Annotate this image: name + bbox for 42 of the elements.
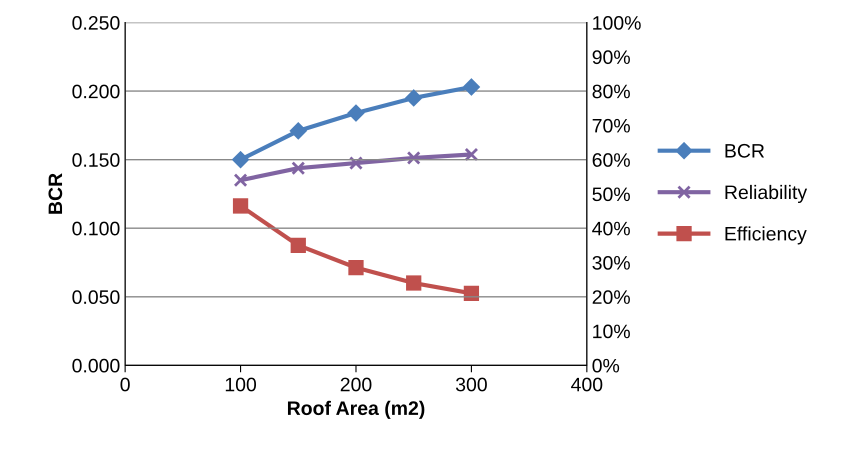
y2-tick-label: 90% xyxy=(592,50,630,64)
point xyxy=(349,156,363,170)
point xyxy=(290,122,307,140)
y-axis-title: BCR xyxy=(48,173,62,214)
point xyxy=(462,78,480,96)
point xyxy=(406,275,422,291)
point xyxy=(347,104,365,122)
legend-label: BCR xyxy=(726,144,764,158)
point xyxy=(406,150,421,165)
y2-tick-label: 80% xyxy=(592,84,630,98)
y2-tick-label: 40% xyxy=(592,222,630,236)
legend-label: Reliability xyxy=(726,184,808,203)
point xyxy=(464,286,480,301)
point xyxy=(405,89,422,107)
y-tick-label: 0.200 xyxy=(72,84,120,98)
y2-tick-label: 0% xyxy=(592,358,620,373)
point xyxy=(464,148,478,162)
x-axis-title: Roof Area (m2) xyxy=(288,400,424,419)
point xyxy=(291,161,306,176)
x-tick-label: 200 xyxy=(340,378,372,392)
x-tick-label: 100 xyxy=(226,378,256,392)
y-tick-label: 0.000 xyxy=(72,358,120,373)
y-tick-label: 0.100 xyxy=(72,222,120,236)
y2-tick-label: 60% xyxy=(592,153,630,167)
y-tick-label: 0.050 xyxy=(72,290,120,304)
y2-tick-label: 20% xyxy=(592,290,630,304)
y2-tick-label: 30% xyxy=(592,256,630,270)
x-tick-label: 400 xyxy=(571,378,602,392)
y2-tick-label: 10% xyxy=(593,324,630,338)
legend-label: Efficiency xyxy=(726,226,807,244)
point xyxy=(290,238,306,253)
point xyxy=(348,260,364,276)
point xyxy=(232,151,250,168)
y-tick-label: 0.150 xyxy=(72,153,120,167)
y2-tick-label: 50% xyxy=(592,187,630,202)
y2-tick-label: 100% xyxy=(593,16,641,30)
x-tick-label: 0 xyxy=(120,378,130,392)
point xyxy=(234,173,248,188)
y2-tick-label: 70% xyxy=(592,118,630,133)
point xyxy=(232,198,248,214)
x-tick-label: 300 xyxy=(456,378,487,392)
y-tick-label: 0.250 xyxy=(72,16,120,30)
